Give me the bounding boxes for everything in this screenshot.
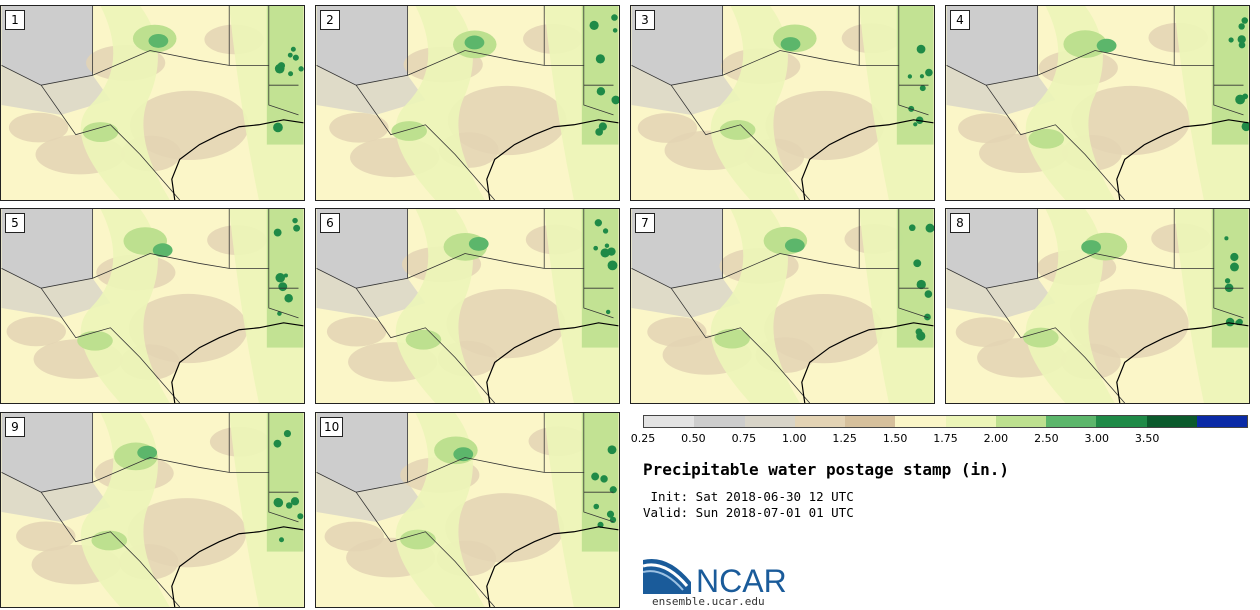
- member-number-4: 4: [950, 10, 970, 30]
- ensemble-member-panel-10: 10: [315, 412, 620, 608]
- init-time: Init: Sat 2018-06-30 12 UTC: [643, 489, 854, 504]
- website-url: ensemble.ucar.edu: [652, 595, 765, 608]
- colorbar-segment: [995, 416, 1046, 427]
- colorbar-segment: [1196, 416, 1247, 427]
- member-number-3: 3: [635, 10, 655, 30]
- ensemble-member-panel-4: 4: [945, 5, 1250, 201]
- ensemble-member-panel-5: 5: [0, 208, 305, 404]
- colorbar-tick-label: 1.25: [832, 432, 857, 445]
- valid-time: Valid: Sun 2018-07-01 01 UTC: [643, 505, 854, 520]
- colorbar-tick-label: 0.50: [681, 432, 706, 445]
- colorbar-segment: [644, 416, 695, 427]
- colorbar-segment: [895, 416, 946, 427]
- ensemble-member-panel-9: 9: [0, 412, 305, 608]
- precip-water-map-6: [316, 209, 619, 403]
- ensemble-member-panel-1: 1: [0, 5, 305, 201]
- colorbar-segment: [845, 416, 896, 427]
- colorbar-segment: [794, 416, 845, 427]
- precip-water-map-7: [631, 209, 934, 403]
- precip-water-map-1: [1, 6, 304, 200]
- member-number-9: 9: [5, 417, 25, 437]
- colorbar-segment: [744, 416, 795, 427]
- ensemble-member-panel-7: 7: [630, 208, 935, 404]
- colorbar: [643, 415, 1248, 428]
- precip-water-map-3: [631, 6, 934, 200]
- colorbar-tick-label: 2.50: [1034, 432, 1059, 445]
- precip-water-map-4: [946, 6, 1249, 200]
- colorbar-segment: [1146, 416, 1197, 427]
- precip-water-map-2: [316, 6, 619, 200]
- ensemble-member-panel-6: 6: [315, 208, 620, 404]
- logo-wordmark: NCAR: [696, 563, 787, 599]
- colorbar-tick-label: 0.75: [731, 432, 757, 445]
- colorbar-segment: [1046, 416, 1097, 427]
- colorbar-tick-label: 1.75: [933, 432, 958, 445]
- member-number-8: 8: [950, 213, 970, 233]
- colorbar-tick-label: 3.50: [1134, 432, 1160, 445]
- colorbar-segment: [694, 416, 745, 427]
- member-number-6: 6: [320, 213, 340, 233]
- colorbar-tick-label: 2.00: [983, 432, 1009, 445]
- colorbar-tick-label: 3.00: [1084, 432, 1110, 445]
- member-number-7: 7: [635, 213, 655, 233]
- member-number-1: 1: [5, 10, 25, 30]
- ensemble-member-panel-8: 8: [945, 208, 1250, 404]
- colorbar-tick-label: 0.25: [630, 432, 656, 445]
- colorbar-segment: [1096, 416, 1147, 427]
- ensemble-member-panel-3: 3: [630, 5, 935, 201]
- precip-water-map-8: [946, 209, 1249, 403]
- precip-water-map-10: [316, 413, 619, 607]
- member-number-10: 10: [320, 417, 344, 437]
- colorbar-tick-label: 1.00: [782, 432, 807, 445]
- precip-water-map-5: [1, 209, 304, 403]
- member-number-2: 2: [320, 10, 340, 30]
- ncar-logo: [643, 558, 691, 594]
- colorbar-tick-label: 1.50: [882, 432, 908, 445]
- colorbar-segment: [945, 416, 996, 427]
- chart-title: Precipitable water postage stamp (in.): [643, 460, 1010, 479]
- ensemble-member-panel-2: 2: [315, 5, 620, 201]
- member-number-5: 5: [5, 213, 25, 233]
- precip-water-map-9: [1, 413, 304, 607]
